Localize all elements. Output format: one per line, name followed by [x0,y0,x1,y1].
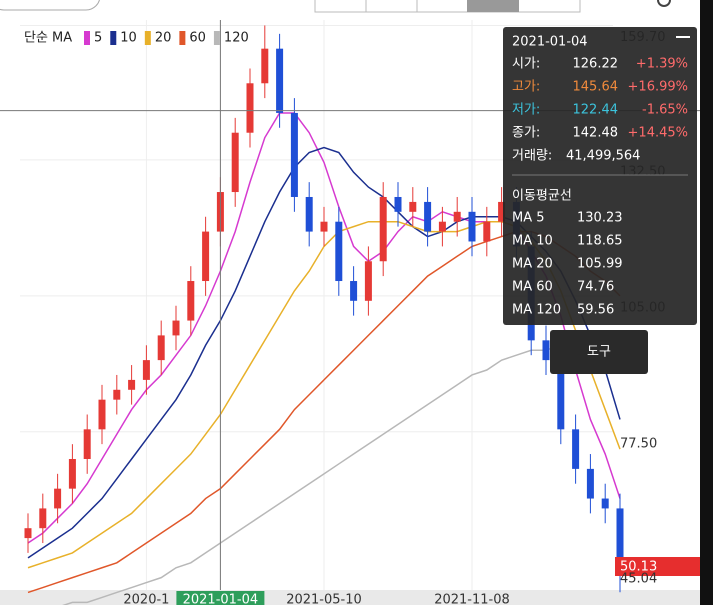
tooltip-value: 145.64 [573,80,619,95]
tooltip-value: 41,499,564 [566,149,640,164]
candle-body [202,231,210,282]
candle-body [246,83,254,133]
candle-body [54,488,62,509]
legend-label: 10 [120,31,137,46]
candle-body [483,221,491,242]
candle-body [24,528,32,539]
y-tick-label: 77.50 [620,436,657,451]
tooltip-date: 2021-01-04 [512,35,588,50]
price-tag: 45.04 [620,572,657,587]
candle-body [394,196,402,212]
candle-body [320,221,328,232]
candle-body [601,498,609,509]
legend-swatch [84,31,90,45]
tooltip-label: 저가: [512,103,540,118]
candle-body [364,261,372,301]
legend-label: 5 [94,31,102,46]
tooltip-value: 122.44 [573,103,619,118]
candle-body [616,508,624,568]
legend-swatch [213,31,220,45]
candle-body [542,340,550,361]
legend-label: 60 [189,31,206,46]
candle-body [68,458,76,489]
tooltip-label: 거래량: [512,149,552,164]
tool-button-label: 도구 [587,345,611,360]
tooltip-change: -1.65% [642,103,688,118]
tooltip-change: +14.45% [628,126,688,141]
legend-swatch [110,31,117,45]
ma-value: 105.99 [577,257,623,272]
legend-title: 단순 MA [24,31,72,46]
candle-body [187,281,195,321]
candle-body [586,468,594,499]
candle-body [350,281,358,301]
ma-line [62,344,620,605]
segment-selected[interactable] [467,0,519,12]
ma-value: 130.23 [577,211,623,226]
price-tag-bg [615,557,700,576]
tooltip-change: +1.39% [636,57,688,72]
candle-body [231,132,239,193]
tooltip-label: 시가: [512,57,540,72]
candle-body [438,221,446,232]
candle-body [572,429,580,469]
x-tick-label: 2021-11-08 [434,593,510,605]
price-tag: 50.13 [620,560,657,575]
candle-body [261,48,269,84]
candle-body [379,196,387,262]
candle-body [172,320,180,336]
candle-body [98,399,106,430]
x-tick-label: 2020-1 [123,593,169,605]
candle-body [468,211,476,242]
top-button[interactable] [0,0,100,11]
ma-label: MA 20 [512,257,553,272]
x-tick-label: 2021-05-10 [286,593,362,605]
candle-body [157,335,165,361]
ma-label: MA 60 [512,280,553,295]
candle-body [39,508,47,529]
ma-value: 59.56 [577,303,614,318]
screen-edge [700,0,713,605]
legend-label: 120 [224,31,249,46]
ma-label: MA 10 [512,234,553,249]
legend-label: 20 [155,31,172,46]
legend-swatch [144,31,151,45]
tooltip [503,27,697,325]
candle-body [142,360,150,380]
tooltip-change: +16.99% [628,80,688,95]
candle-body [290,112,298,197]
segmented-control[interactable] [314,0,581,13]
candle-body [128,379,136,390]
tooltip-value: 126.22 [573,57,619,72]
tooltip-label: 종가: [512,126,540,141]
candle-body [335,221,343,282]
tooltip-section: 이동평균선 [512,189,572,204]
candle-body [305,196,313,232]
tooltip-value: 142.48 [573,126,619,141]
x-tick-label: 2021-01-04 [183,593,259,605]
legend-swatch [179,31,186,45]
settings-icon[interactable] [657,0,671,7]
candle-body [424,201,432,232]
candle-body [453,211,461,222]
candle-body [83,429,91,459]
tool-button[interactable] [550,330,648,374]
candle-body [113,389,121,400]
x-axis-strip [0,590,700,605]
ma-value: 74.76 [577,280,614,295]
candle-body [276,48,284,113]
tooltip-label: 고가: [512,80,540,95]
candle-body [409,201,417,212]
x-label-highlight [176,591,265,605]
ma-label: MA 120 [512,303,561,318]
candle-body [498,201,506,222]
ma-label: MA 5 [512,211,545,226]
candle-body [557,360,565,430]
ma-value: 118.65 [577,234,623,249]
